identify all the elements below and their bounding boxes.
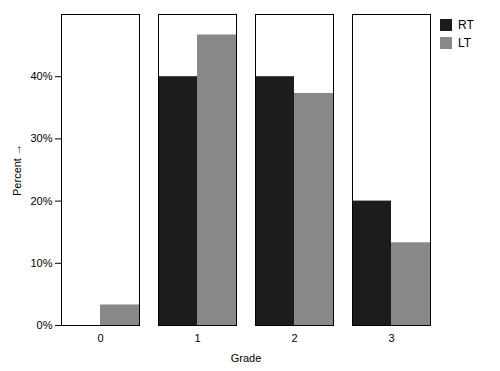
svg-text:3: 3	[388, 332, 394, 344]
svg-text:0%: 0%	[37, 319, 53, 331]
svg-text:2: 2	[291, 332, 297, 344]
svg-text:1: 1	[194, 332, 200, 344]
svg-text:0: 0	[97, 332, 103, 344]
svg-text:40%: 40%	[30, 70, 52, 82]
svg-text:Percent →: Percent →	[11, 144, 23, 196]
html-text:LT: LT	[458, 36, 472, 50]
svg-text:Grade: Grade	[231, 352, 262, 364]
svg-text:20%: 20%	[30, 195, 52, 207]
html-text:RT: RT	[458, 18, 474, 32]
svg-text:10%: 10%	[30, 257, 52, 269]
svg-text:30%: 30%	[30, 132, 52, 144]
